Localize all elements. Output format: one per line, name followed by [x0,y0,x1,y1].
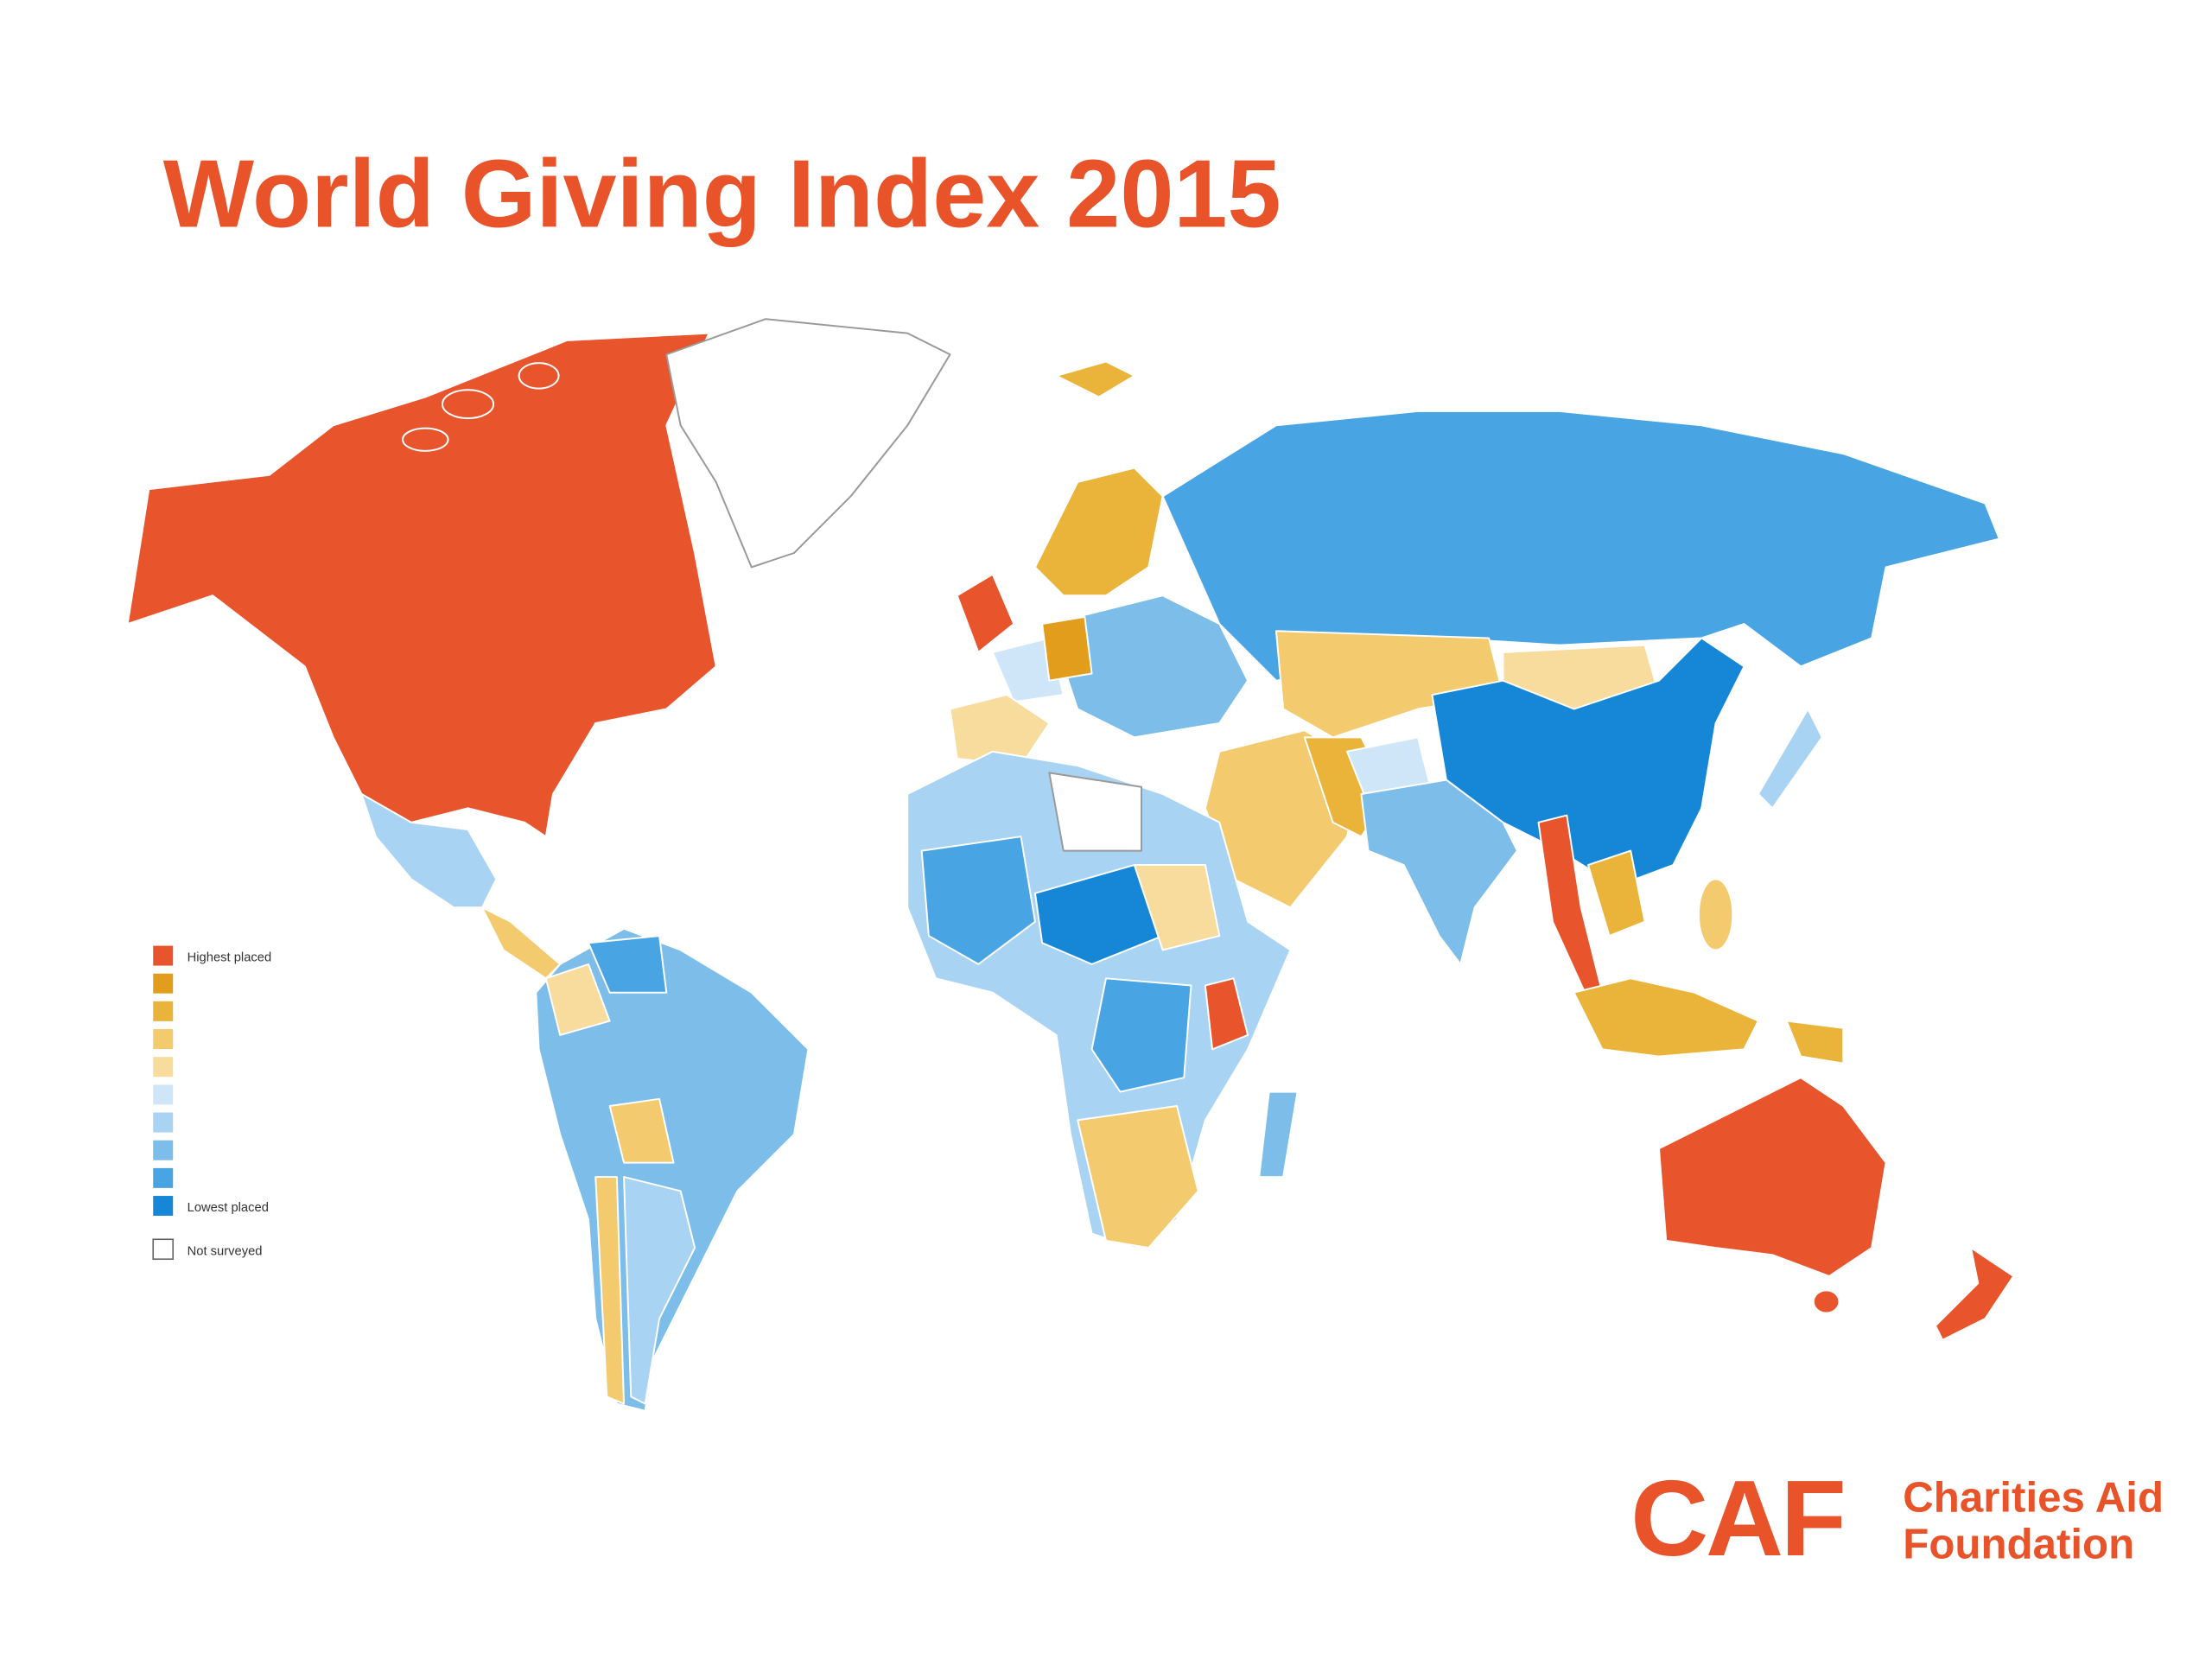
uk-ireland [956,573,1015,653]
kenya [1204,977,1249,1051]
papua-new-guinea [1785,1020,1845,1065]
tasmania [1812,1289,1840,1314]
title: World Giving Index 2015 [163,140,1281,248]
arctic-island [402,427,449,452]
legend-swatch [153,1167,174,1188]
iberia [949,694,1051,767]
greenland [665,318,951,569]
argentina [623,1176,696,1405]
logo-mark: CAF [1630,1459,1843,1579]
iceland [1055,360,1135,398]
legend-swatch [153,1001,174,1021]
india [1360,779,1518,965]
central-asia [1274,630,1504,739]
legend-swatch [153,945,174,966]
legend: Highest placed Lowest placed Not surveyed [152,945,272,1261]
legend-label: Not surveyed [188,1244,263,1258]
world-map [126,318,2015,1412]
legend-swatch [153,1140,174,1160]
indonesia [1573,977,1759,1058]
dr-congo [1090,977,1192,1093]
japan [1757,708,1823,810]
legend-swatch [153,1057,174,1077]
madagascar [1258,1090,1299,1179]
legend-label: Lowest placed [188,1201,269,1215]
legend-swatch [153,1112,174,1133]
legend-swatch [153,1029,174,1050]
chile [594,1176,626,1405]
libya [1048,772,1143,852]
venezuela [588,935,668,994]
china [1431,637,1745,887]
legend-swatch [153,1196,174,1217]
thailand [1586,849,1646,938]
central-europe [1048,594,1249,739]
north-america [126,332,717,838]
nigeria-niger [1033,864,1164,965]
legend-swatch [153,1084,174,1105]
germany [1041,615,1093,682]
arctic-island [518,362,560,390]
southern-africa [1077,1105,1199,1249]
australia [1658,1077,1887,1277]
legend-swatch [153,973,174,994]
logo-line: Charities Aid [1903,1473,2164,1521]
new-zealand [1935,1247,2015,1341]
philippines [1697,878,1734,951]
bolivia [608,1097,675,1164]
legend-label: Highest placed [188,951,272,965]
sudan [1133,864,1221,951]
colombia [544,963,611,1036]
logo-line: Foundation [1903,1520,2134,1567]
west-africa [920,836,1036,965]
scandinavia [1033,467,1164,597]
legend-swatch [152,1238,175,1261]
arctic-island [442,389,495,420]
central-america [480,906,562,980]
